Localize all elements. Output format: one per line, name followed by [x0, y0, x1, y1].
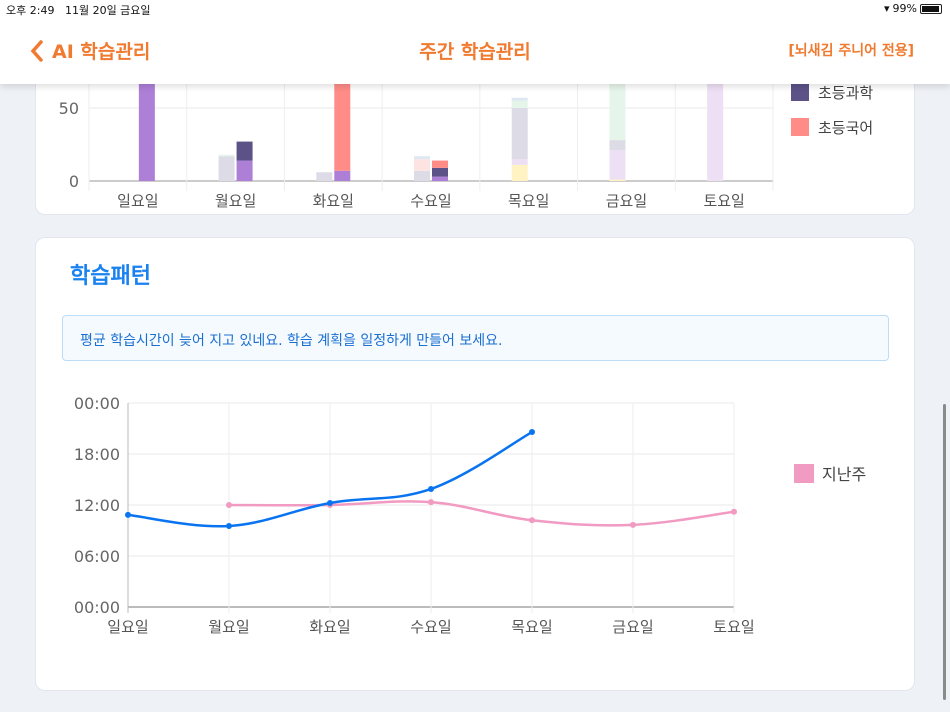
x-tick-label: 목요일 — [511, 618, 552, 636]
bar-segment — [432, 176, 448, 181]
status-time: 오후 2:49 — [6, 4, 55, 17]
bar-segment — [609, 150, 626, 180]
data-point — [327, 500, 333, 507]
status-time-date: 오후 2:49 11월 20일 금요일 — [6, 2, 151, 18]
pattern-message-text: 평균 학습시간이 늦어 지고 있네요. 학습 계획을 일정하게 만들어 보세요. — [80, 333, 503, 349]
battery-icon — [920, 3, 942, 14]
bar-segment — [218, 156, 235, 181]
data-point — [428, 499, 434, 506]
app-header: AI 학습관리 주간 학습관리 [뇌새김 주니어 전용] — [0, 18, 950, 84]
x-tick-label: 월요일 — [215, 192, 256, 210]
x-tick-label: 목요일 — [508, 192, 549, 210]
bar-segment — [511, 100, 528, 108]
bar-segment — [511, 97, 528, 101]
bar-segment — [511, 164, 528, 181]
section-title: 학습패턴 — [70, 264, 151, 289]
x-tick-label: 화요일 — [309, 618, 350, 636]
page-title: 주간 학습관리 — [419, 41, 531, 63]
status-bar: 오후 2:49 11월 20일 금요일 ▾ 99% — [0, 0, 950, 18]
back-label: AI 학습관리 — [52, 41, 151, 63]
bar-segment — [218, 154, 235, 157]
bar-segment — [414, 170, 430, 181]
study-pattern-card: 학습패턴 평균 학습시간이 늦어 지고 있네요. 학습 계획을 일정하게 만들어… — [35, 237, 915, 691]
bar-segment — [414, 156, 430, 160]
x-tick-label: 수요일 — [410, 192, 451, 210]
bar-segment — [334, 170, 351, 181]
bar-segment — [511, 159, 528, 165]
y-tick-label: 00:00 — [74, 394, 120, 413]
bar-segment — [707, 64, 724, 181]
y-tick-label: 00:00 — [74, 598, 120, 617]
legend-swatch — [791, 118, 809, 136]
wifi-icon: ▾ — [884, 2, 890, 15]
x-tick-label: 일요일 — [117, 192, 158, 210]
chevron-left-icon — [30, 39, 43, 62]
legend-swatch — [794, 464, 814, 483]
x-tick-label: 금요일 — [612, 618, 653, 636]
data-point — [630, 521, 636, 528]
data-point — [529, 429, 535, 436]
data-point — [226, 502, 232, 508]
bar-segment — [316, 172, 333, 181]
y-tick-label: 06:00 — [74, 547, 120, 566]
y-tick-label: 12:00 — [74, 496, 120, 515]
back-button[interactable]: AI 학습관리 — [30, 37, 150, 64]
legend-label: 지난주 — [822, 465, 866, 484]
battery-percent: 99% — [892, 2, 917, 15]
status-date: 11월 20일 금요일 — [64, 4, 151, 17]
bar-segment — [414, 159, 430, 171]
data-point — [731, 508, 737, 515]
x-tick-label: 토요일 — [713, 618, 754, 636]
y-tick-label: 0 — [69, 172, 79, 191]
bar-segment — [432, 160, 448, 168]
legend-swatch — [791, 83, 809, 101]
data-point — [428, 485, 434, 492]
legend-label: 초등과학 — [818, 84, 873, 102]
legend-label: 초등국어 — [818, 119, 873, 137]
scrollbar[interactable] — [943, 404, 946, 700]
bar-segment — [609, 179, 626, 181]
x-tick-label: 금요일 — [606, 192, 647, 210]
x-tick-label: 월요일 — [208, 618, 249, 636]
bar-segment — [138, 64, 155, 181]
x-tick-label: 일요일 — [107, 618, 148, 636]
bar-segment — [334, 64, 351, 171]
pattern-message: 평균 학습시간이 늦어 지고 있네요. 학습 계획을 일정하게 만들어 보세요. — [62, 315, 889, 361]
x-tick-label: 화요일 — [313, 192, 354, 210]
bar-segment — [236, 160, 253, 181]
data-point — [125, 511, 131, 518]
data-point — [529, 517, 535, 524]
bar-segment — [511, 108, 528, 160]
junior-badge: [뇌새김 주니어 전용] — [788, 43, 914, 59]
y-tick-label: 50 — [59, 99, 79, 118]
x-tick-label: 토요일 — [703, 192, 744, 210]
bar-segment — [432, 167, 448, 177]
data-point — [226, 522, 232, 529]
bar-segment — [236, 141, 253, 161]
x-tick-label: 수요일 — [410, 618, 451, 636]
y-tick-label: 18:00 — [74, 445, 120, 464]
bar-segment — [609, 140, 626, 151]
